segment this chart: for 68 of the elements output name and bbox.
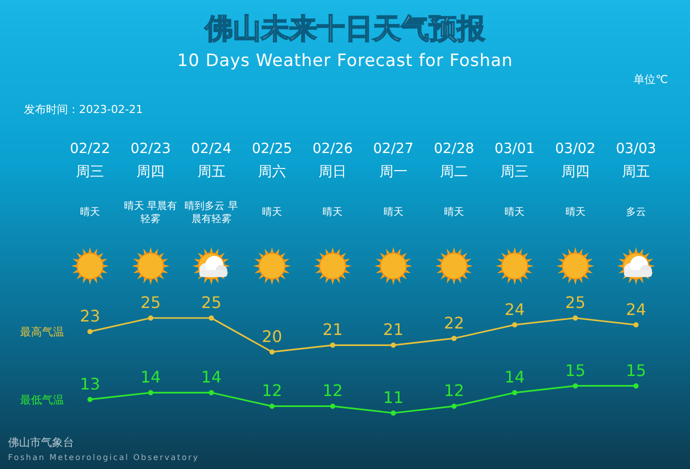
point — [390, 410, 396, 416]
point — [451, 404, 457, 409]
data-label: 24 — [504, 300, 525, 319]
data-label: 15 — [565, 360, 586, 380]
data-label: 23 — [80, 306, 100, 326]
point — [269, 404, 275, 409]
point — [633, 322, 639, 328]
data-label: 13 — [80, 374, 100, 394]
text: 晴天 — [383, 206, 404, 218]
data-label: 20 — [262, 326, 282, 346]
data-label: 21 — [383, 320, 404, 340]
text: Foshan Meteorological Observatory — [8, 453, 200, 462]
x-tick-label: 02/22 周三 — [70, 141, 110, 180]
text: 单位℃ — [634, 73, 668, 86]
point — [633, 383, 639, 388]
text: 佛山市气象台 — [8, 436, 74, 449]
data-label: 25 — [140, 293, 161, 312]
data-label: 14 — [201, 368, 222, 387]
text: 发布时间：2023-02-21 — [24, 103, 143, 116]
point — [451, 336, 457, 341]
x-tick-label: 02/24 周五 — [191, 141, 232, 180]
point — [512, 322, 518, 328]
data-label: 25 — [201, 293, 222, 312]
data-label: 14 — [140, 368, 161, 387]
x-tick-label: 02/27 周一 — [373, 141, 414, 180]
x-tick-label: 03/03 周五 — [616, 141, 656, 180]
data-label: 15 — [626, 360, 646, 380]
point — [208, 315, 214, 321]
point — [330, 404, 336, 409]
chart-subtitle: 10 Days Weather Forecast for Foshan — [177, 51, 513, 71]
text: 晴天 — [262, 206, 282, 218]
data-label: 12 — [322, 381, 343, 400]
data-label: 12 — [444, 381, 464, 400]
data-label: 24 — [626, 300, 646, 319]
text: 多云 — [626, 206, 646, 218]
text: 晴天 — [80, 206, 100, 218]
chart-title: 佛山未来十日天气预报 — [204, 12, 486, 45]
x-tick-label: 02/23 周四 — [130, 141, 171, 180]
data-label: 11 — [383, 388, 404, 407]
text: 晴天 — [565, 206, 586, 218]
point — [512, 390, 518, 396]
text: 晴天 — [444, 206, 464, 218]
text: 晴到多云 早晨有轻雾 — [184, 200, 238, 225]
point — [87, 396, 93, 402]
point — [87, 328, 93, 334]
point — [330, 342, 336, 348]
text: 最低气温 — [20, 393, 64, 406]
data-label: 25 — [565, 293, 586, 312]
text: 晴天 早晨有轻雾 — [124, 200, 178, 225]
data-label: 22 — [444, 313, 464, 332]
data-label: 14 — [504, 368, 525, 387]
data-label: 12 — [262, 381, 282, 400]
x-tick-label: 03/01 周三 — [494, 141, 535, 180]
point — [572, 315, 578, 321]
point — [269, 349, 275, 355]
text: 晴天 — [322, 206, 343, 218]
x-tick-label: 02/25 周六 — [252, 141, 292, 180]
x-tick-label: 02/28 周二 — [434, 141, 474, 180]
point — [390, 342, 396, 348]
point — [148, 390, 154, 396]
x-tick-label: 02/26 周日 — [312, 141, 353, 180]
point — [572, 383, 578, 388]
point — [208, 390, 214, 396]
text: 晴天 — [504, 206, 525, 218]
text: 最高气温 — [20, 326, 64, 339]
x-tick-label: 03/02 周四 — [555, 141, 596, 180]
data-label: 21 — [322, 320, 343, 340]
point — [148, 315, 154, 321]
